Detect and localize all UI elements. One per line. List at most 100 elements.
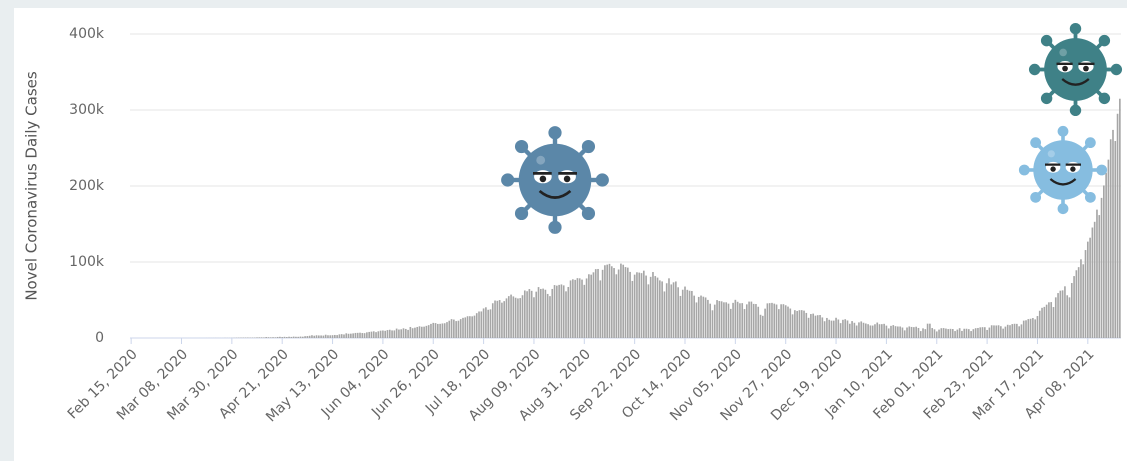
bar bbox=[483, 308, 485, 338]
bar bbox=[602, 270, 604, 338]
bar bbox=[748, 302, 750, 338]
bar bbox=[998, 325, 1000, 338]
bar bbox=[579, 278, 581, 338]
bar bbox=[597, 269, 599, 338]
bar bbox=[293, 337, 295, 338]
bar bbox=[535, 292, 537, 338]
bar bbox=[961, 331, 963, 338]
bar bbox=[492, 303, 494, 338]
bar bbox=[426, 326, 428, 338]
bar bbox=[883, 324, 885, 338]
bar bbox=[842, 320, 844, 338]
bar bbox=[1041, 308, 1043, 338]
bar bbox=[1021, 324, 1023, 338]
bar bbox=[897, 326, 899, 338]
bar bbox=[394, 330, 396, 338]
bar bbox=[350, 334, 352, 338]
bar bbox=[693, 296, 695, 338]
bar bbox=[810, 314, 812, 338]
bar bbox=[831, 321, 833, 338]
bar bbox=[1112, 130, 1114, 338]
bar bbox=[792, 314, 794, 338]
bar bbox=[590, 275, 592, 338]
bar bbox=[757, 307, 759, 338]
bar bbox=[1087, 242, 1089, 338]
bar bbox=[629, 272, 631, 338]
bar bbox=[380, 331, 382, 338]
bar bbox=[702, 297, 704, 338]
bar bbox=[1044, 307, 1046, 338]
bar bbox=[1014, 324, 1016, 338]
bar bbox=[391, 330, 393, 338]
bar bbox=[1060, 291, 1062, 338]
bar bbox=[865, 324, 867, 338]
bar bbox=[1000, 326, 1002, 338]
bar bbox=[613, 268, 615, 338]
bar bbox=[698, 297, 700, 338]
bar bbox=[567, 287, 569, 338]
bar bbox=[737, 302, 739, 338]
y-tick-label: 200k bbox=[69, 178, 105, 194]
virus-icon bbox=[1019, 126, 1107, 214]
bar bbox=[421, 327, 423, 338]
bar bbox=[780, 304, 782, 338]
bar bbox=[918, 328, 920, 338]
bar bbox=[709, 304, 711, 338]
bar bbox=[767, 303, 769, 338]
bar bbox=[1005, 327, 1007, 338]
bar bbox=[375, 332, 377, 338]
bar bbox=[455, 321, 457, 338]
bar bbox=[1114, 141, 1116, 338]
bar bbox=[778, 309, 780, 338]
bar bbox=[430, 324, 432, 338]
bar bbox=[719, 301, 721, 338]
bar bbox=[835, 318, 837, 338]
bar bbox=[583, 285, 585, 338]
bar bbox=[323, 336, 325, 338]
bar bbox=[700, 296, 702, 338]
bar bbox=[540, 289, 542, 338]
bar bbox=[815, 316, 817, 338]
bar bbox=[396, 329, 398, 338]
bar bbox=[632, 281, 634, 338]
bar bbox=[1016, 324, 1018, 338]
bar bbox=[405, 329, 407, 338]
bar bbox=[911, 327, 913, 338]
bar bbox=[377, 331, 379, 338]
bar bbox=[407, 330, 409, 338]
bar bbox=[297, 337, 299, 338]
bar bbox=[844, 319, 846, 338]
bar bbox=[490, 309, 492, 338]
bar bbox=[480, 311, 482, 338]
bar bbox=[616, 274, 618, 338]
bar bbox=[464, 317, 466, 338]
bar bbox=[506, 298, 508, 338]
bar bbox=[1110, 139, 1112, 338]
bar bbox=[895, 326, 897, 338]
bar bbox=[451, 319, 453, 338]
bar bbox=[460, 319, 462, 338]
bar bbox=[325, 335, 327, 338]
bar bbox=[410, 327, 412, 338]
bar bbox=[668, 278, 670, 338]
bar bbox=[805, 313, 807, 338]
bar bbox=[501, 303, 503, 338]
bar bbox=[902, 328, 904, 338]
bar bbox=[753, 304, 755, 338]
bar bbox=[636, 272, 638, 338]
bar bbox=[444, 323, 446, 338]
bar bbox=[320, 335, 322, 338]
bar bbox=[957, 330, 959, 338]
bar bbox=[561, 284, 563, 338]
bar bbox=[416, 327, 418, 338]
bar bbox=[1046, 305, 1048, 338]
bar bbox=[801, 310, 803, 338]
y-tick-label: 300k bbox=[69, 102, 105, 118]
bar bbox=[382, 330, 384, 338]
bar bbox=[1048, 302, 1050, 338]
bar bbox=[856, 326, 858, 338]
bar bbox=[634, 275, 636, 338]
bar bbox=[934, 329, 936, 338]
bar bbox=[1039, 311, 1041, 338]
bar bbox=[950, 329, 952, 338]
